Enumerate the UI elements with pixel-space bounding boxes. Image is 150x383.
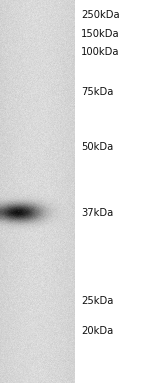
Text: 250kDa: 250kDa <box>81 10 120 20</box>
Text: 37kDa: 37kDa <box>81 208 113 218</box>
Text: 50kDa: 50kDa <box>81 142 113 152</box>
Text: 100kDa: 100kDa <box>81 47 120 57</box>
Text: 20kDa: 20kDa <box>81 326 113 336</box>
Text: 25kDa: 25kDa <box>81 296 113 306</box>
Text: 150kDa: 150kDa <box>81 29 120 39</box>
Text: 75kDa: 75kDa <box>81 87 113 97</box>
